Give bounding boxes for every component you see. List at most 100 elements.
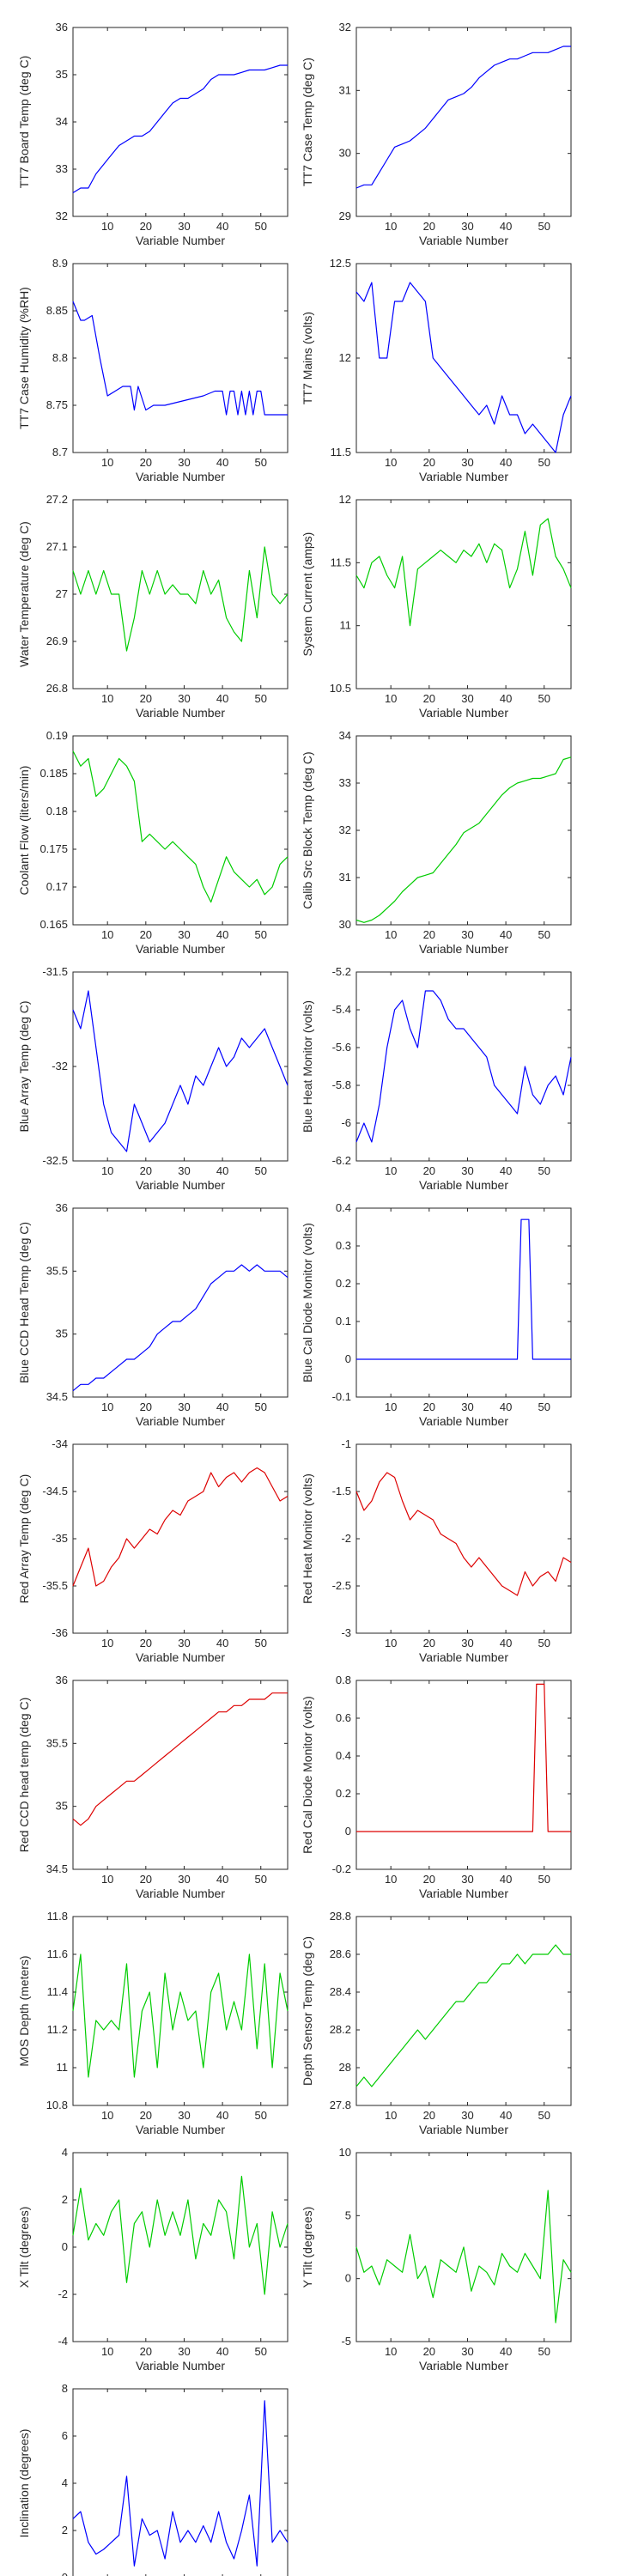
y-tick-label: 27.1 [46,540,68,553]
x-tick-label: 50 [255,692,267,705]
y-tick-label: 8 [62,2382,68,2395]
x-tick-label: 50 [538,220,550,233]
y-tick-label: 35 [56,68,68,81]
x-tick-label: 40 [500,1400,512,1413]
y-axis-label: MOS Depth (meters) [17,1955,31,2066]
x-tick-label: 40 [500,2109,512,2122]
chart-panel: 10.8 11 11.2 11.4 11.6 11.8 10 20 30 40 50 Variable… [17,1910,289,2136]
y-tick-label: 4 [62,2476,68,2489]
y-tick-label: 36 [56,1201,68,1214]
x-tick-label: 10 [385,692,397,705]
x-tick-label: 30 [178,928,190,941]
x-tick-label: 20 [423,2109,435,2122]
x-tick-label: 30 [178,1873,190,1886]
y-tick-label: 11 [340,619,352,632]
x-tick-label: 20 [423,1164,435,1177]
y-tick-label: 0.19 [46,729,68,742]
series-line [72,64,288,194]
x-tick-label: 40 [216,1400,228,1413]
plot-area [355,1207,572,1398]
x-tick-label: 30 [178,220,190,233]
x-tick-label: 10 [385,1637,397,1649]
plot-area [72,27,289,217]
plot-area [355,1443,572,1634]
y-tick-label: 6 [62,2429,68,2442]
y-axis-label: Blue Heat Monitor (volts) [301,1000,314,1133]
y-tick-label: 0.185 [39,767,68,780]
y-tick-label: 11.8 [47,1910,68,1923]
x-tick-label: 20 [423,692,435,705]
x-tick-label: 40 [500,220,512,233]
x-tick-label: 40 [500,2345,512,2358]
y-tick-label: -35 [52,1532,68,1545]
y-tick-label: 26.8 [46,682,68,695]
x-tick-label: 20 [423,220,435,233]
x-axis-label: Variable Number [136,234,225,247]
x-tick-label: 50 [538,456,550,469]
y-tick-label: -35.5 [42,1579,68,1592]
chart-panel: 30 31 32 33 34 10 20 30 40 50 Variable Number Calib… [301,729,572,956]
y-tick-label: 12 [339,351,351,364]
x-tick-label: 10 [101,1164,113,1177]
x-tick-label: 10 [101,220,113,233]
chart-panel: 34.5 35 35.5 36 10 20 30 40 50 Variable Number Blu… [17,1201,289,1428]
x-tick-label: 30 [461,928,473,941]
y-tick-label: 11.5 [331,556,351,568]
y-tick-label: -1 [341,1437,351,1450]
y-tick-label: 12.5 [330,257,351,270]
y-tick-label: 2 [62,2524,68,2537]
series-line [72,1953,289,2078]
chart-panel: 29 30 31 32 10 20 30 40 50 Variable Number TT7 Cas… [301,21,572,247]
y-tick-label: 34 [56,115,68,128]
series-line [72,750,289,903]
x-tick-label: 10 [385,2345,397,2358]
y-tick-label: 27.2 [46,493,68,506]
y-tick-label: 0.18 [46,805,68,817]
x-tick-label: 40 [500,928,512,941]
x-tick-label: 40 [216,692,228,705]
x-tick-label: 10 [101,1400,113,1413]
x-tick-label: 10 [385,1873,397,1886]
y-axis-label: X Tilt (degrees) [17,2207,31,2288]
plot-area [72,263,289,453]
series-line [356,1218,571,1360]
y-tick-label: 31 [339,871,351,884]
plot-area [72,735,289,926]
x-tick-label: 20 [140,456,152,469]
y-tick-label: 0.3 [336,1239,351,1252]
y-tick-label: 10 [339,2146,351,2159]
x-tick-label: 50 [255,1637,267,1649]
x-tick-label: 10 [385,220,397,233]
y-axis-label: System Current (amps) [301,532,314,657]
x-axis-label: Variable Number [136,942,225,956]
plot-area [72,1207,289,1398]
y-tick-label: -0.2 [332,1862,351,1875]
x-tick-label: 30 [461,220,473,233]
y-tick-label: -6.2 [332,1154,351,1167]
plot-area [355,971,572,1162]
x-tick-label: 10 [385,2109,397,2122]
y-tick-label: 36 [56,1674,68,1686]
x-tick-label: 50 [538,1400,550,1413]
y-tick-label: 0 [345,1825,351,1838]
y-tick-label: 31 [339,83,351,96]
series-line [355,282,572,453]
y-tick-label: 11.5 [331,446,351,459]
x-tick-label: 30 [178,1400,190,1413]
series-line [72,546,289,652]
x-tick-label: 30 [461,1873,473,1886]
chart-panel: 11.5 12 12.5 10 20 30 40 50 Variable Number TT7 M… [301,257,572,483]
x-tick-label: 40 [216,928,228,941]
y-tick-label: 29 [339,210,351,222]
x-tick-label: 40 [216,1873,228,1886]
x-tick-label: 30 [178,2345,190,2358]
x-tick-label: 40 [500,1873,512,1886]
plot-area [355,1680,572,1870]
x-tick-label: 30 [461,1637,473,1649]
y-tick-label: -2 [341,1532,351,1545]
y-tick-label: 11 [57,2061,69,2074]
x-tick-label: 40 [500,1164,512,1177]
y-tick-label: 32 [56,210,68,222]
y-tick-label: 32 [339,21,351,33]
chart-panel: 26.8 26.9 27 27.1 27.2 10 20 30 40 50 Variable Num… [17,493,289,720]
